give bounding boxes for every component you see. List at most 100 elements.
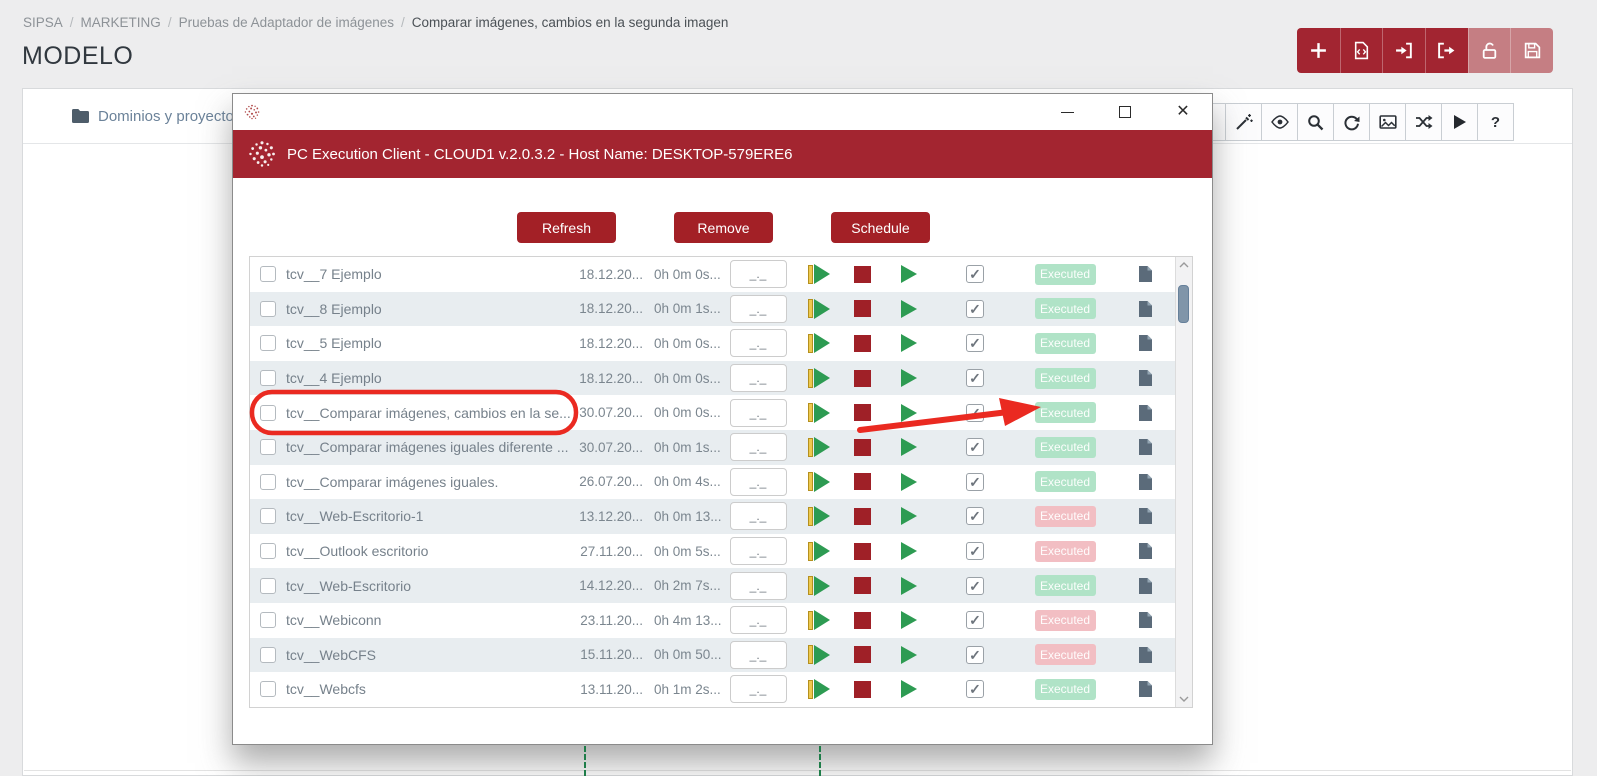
scroll-down-icon[interactable]: [1176, 696, 1192, 702]
play-icon[interactable]: [901, 646, 917, 664]
save-button[interactable]: [1510, 28, 1553, 73]
scrollbar-thumb[interactable]: [1178, 285, 1189, 323]
report-file-icon[interactable]: [1138, 680, 1153, 698]
remove-button[interactable]: Remove: [674, 212, 773, 243]
play-icon[interactable]: [901, 542, 917, 560]
resume-icon[interactable]: [808, 645, 830, 665]
scroll-up-icon[interactable]: [1176, 262, 1192, 268]
executed-checkbox[interactable]: ✓: [966, 542, 984, 560]
stop-icon[interactable]: [854, 300, 871, 317]
schedule-time-input[interactable]: [730, 399, 787, 427]
search-icon[interactable]: [1297, 103, 1334, 141]
resume-icon[interactable]: [808, 333, 830, 353]
row-select-checkbox[interactable]: [260, 405, 276, 421]
eye-icon[interactable]: [1261, 103, 1298, 141]
row-select-checkbox[interactable]: [260, 612, 276, 628]
row-select-checkbox[interactable]: [260, 681, 276, 697]
row-select-checkbox[interactable]: [260, 474, 276, 490]
stop-icon[interactable]: [854, 508, 871, 525]
close-button[interactable]: ✕: [1154, 94, 1212, 130]
play-icon[interactable]: [901, 611, 917, 629]
row-select-checkbox[interactable]: [260, 335, 276, 351]
play-icon[interactable]: [1441, 103, 1478, 141]
resume-icon[interactable]: [808, 368, 830, 388]
report-file-icon[interactable]: [1138, 265, 1153, 283]
magic-wand-icon[interactable]: [1225, 103, 1262, 141]
play-icon[interactable]: [901, 300, 917, 318]
executed-checkbox[interactable]: ✓: [966, 680, 984, 698]
executed-checkbox[interactable]: ✓: [966, 646, 984, 664]
report-file-icon[interactable]: [1138, 473, 1153, 491]
schedule-time-input[interactable]: [730, 572, 787, 600]
report-file-icon[interactable]: [1138, 334, 1153, 352]
table-scrollbar[interactable]: [1175, 257, 1192, 707]
play-icon[interactable]: [901, 577, 917, 595]
row-select-checkbox[interactable]: [260, 647, 276, 663]
resume-icon[interactable]: [808, 610, 830, 630]
row-select-checkbox[interactable]: [260, 578, 276, 594]
schedule-time-input[interactable]: [730, 295, 787, 323]
play-icon[interactable]: [901, 680, 917, 698]
stop-icon[interactable]: [854, 266, 871, 283]
stop-icon[interactable]: [854, 543, 871, 560]
executed-checkbox[interactable]: ✓: [966, 473, 984, 491]
schedule-time-input[interactable]: [730, 364, 787, 392]
schedule-button[interactable]: Schedule: [831, 212, 930, 243]
executed-checkbox[interactable]: ✓: [966, 334, 984, 352]
play-icon[interactable]: [901, 265, 917, 283]
resume-icon[interactable]: [808, 403, 830, 423]
help-icon[interactable]: ?: [1477, 103, 1514, 141]
unlock-button[interactable]: [1468, 28, 1511, 73]
resume-icon[interactable]: [808, 437, 830, 457]
resume-icon[interactable]: [808, 299, 830, 319]
sign-in-button[interactable]: [1382, 28, 1425, 73]
play-icon[interactable]: [901, 507, 917, 525]
stop-icon[interactable]: [854, 681, 871, 698]
play-icon[interactable]: [901, 404, 917, 422]
resume-icon[interactable]: [808, 472, 830, 492]
report-file-icon[interactable]: [1138, 404, 1153, 422]
executed-checkbox[interactable]: ✓: [966, 507, 984, 525]
executed-checkbox[interactable]: ✓: [966, 369, 984, 387]
play-icon[interactable]: [901, 334, 917, 352]
row-select-checkbox[interactable]: [260, 508, 276, 524]
schedule-time-input[interactable]: [730, 468, 787, 496]
add-button[interactable]: [1297, 28, 1340, 73]
row-select-checkbox[interactable]: [260, 543, 276, 559]
report-file-icon[interactable]: [1138, 646, 1153, 664]
tab-dominios-y-proyectos[interactable]: Dominios y proyectos: [98, 108, 241, 125]
executed-checkbox[interactable]: ✓: [966, 404, 984, 422]
stop-icon[interactable]: [854, 370, 871, 387]
refresh-icon[interactable]: [1333, 103, 1370, 141]
executed-checkbox[interactable]: ✓: [966, 577, 984, 595]
stop-icon[interactable]: [854, 404, 871, 421]
play-icon[interactable]: [901, 438, 917, 456]
row-select-checkbox[interactable]: [260, 301, 276, 317]
schedule-time-input[interactable]: [730, 537, 787, 565]
maximize-button[interactable]: [1096, 94, 1154, 130]
breadcrumb-item[interactable]: SIPSA: [23, 15, 63, 30]
executed-checkbox[interactable]: ✓: [966, 438, 984, 456]
executed-checkbox[interactable]: ✓: [966, 300, 984, 318]
resume-icon[interactable]: [808, 679, 830, 699]
executed-checkbox[interactable]: ✓: [966, 611, 984, 629]
stop-icon[interactable]: [854, 646, 871, 663]
schedule-time-input[interactable]: [730, 641, 787, 669]
schedule-time-input[interactable]: [730, 433, 787, 461]
report-file-icon[interactable]: [1138, 369, 1153, 387]
file-code-button[interactable]: [1340, 28, 1383, 73]
report-file-icon[interactable]: [1138, 577, 1153, 595]
schedule-time-input[interactable]: [730, 606, 787, 634]
resume-icon[interactable]: [808, 264, 830, 284]
refresh-button[interactable]: Refresh: [517, 212, 616, 243]
stop-icon[interactable]: [854, 335, 871, 352]
report-file-icon[interactable]: [1138, 507, 1153, 525]
schedule-time-input[interactable]: [730, 502, 787, 530]
report-file-icon[interactable]: [1138, 542, 1153, 560]
breadcrumb-item[interactable]: Comparar imágenes, cambios en la segunda…: [412, 15, 729, 30]
stop-icon[interactable]: [854, 439, 871, 456]
row-select-checkbox[interactable]: [260, 266, 276, 282]
shuffle-icon[interactable]: [1405, 103, 1442, 141]
resume-icon[interactable]: [808, 576, 830, 596]
minimize-button[interactable]: [1038, 94, 1096, 130]
